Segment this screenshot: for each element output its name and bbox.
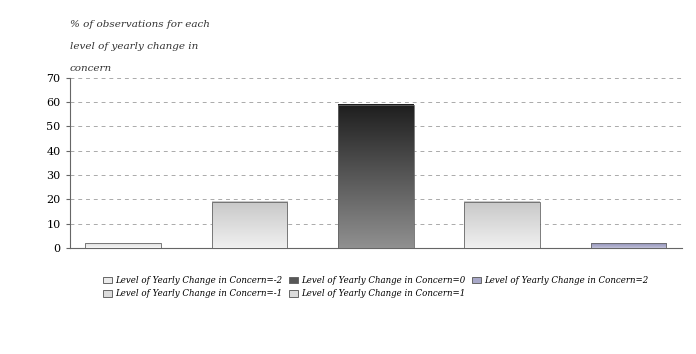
Bar (212, 202, 287, 248)
Text: % of observations for each: % of observations for each (70, 19, 209, 29)
Bar (86, 243, 161, 248)
Bar (464, 202, 540, 248)
Bar (590, 243, 666, 248)
Text: concern: concern (70, 64, 112, 73)
Bar (338, 104, 413, 248)
Text: level of yearly change in: level of yearly change in (70, 42, 198, 51)
Legend: Level of Yearly Change in Concern=-2, Level of Yearly Change in Concern=-1, Leve: Level of Yearly Change in Concern=-2, Le… (100, 273, 652, 302)
